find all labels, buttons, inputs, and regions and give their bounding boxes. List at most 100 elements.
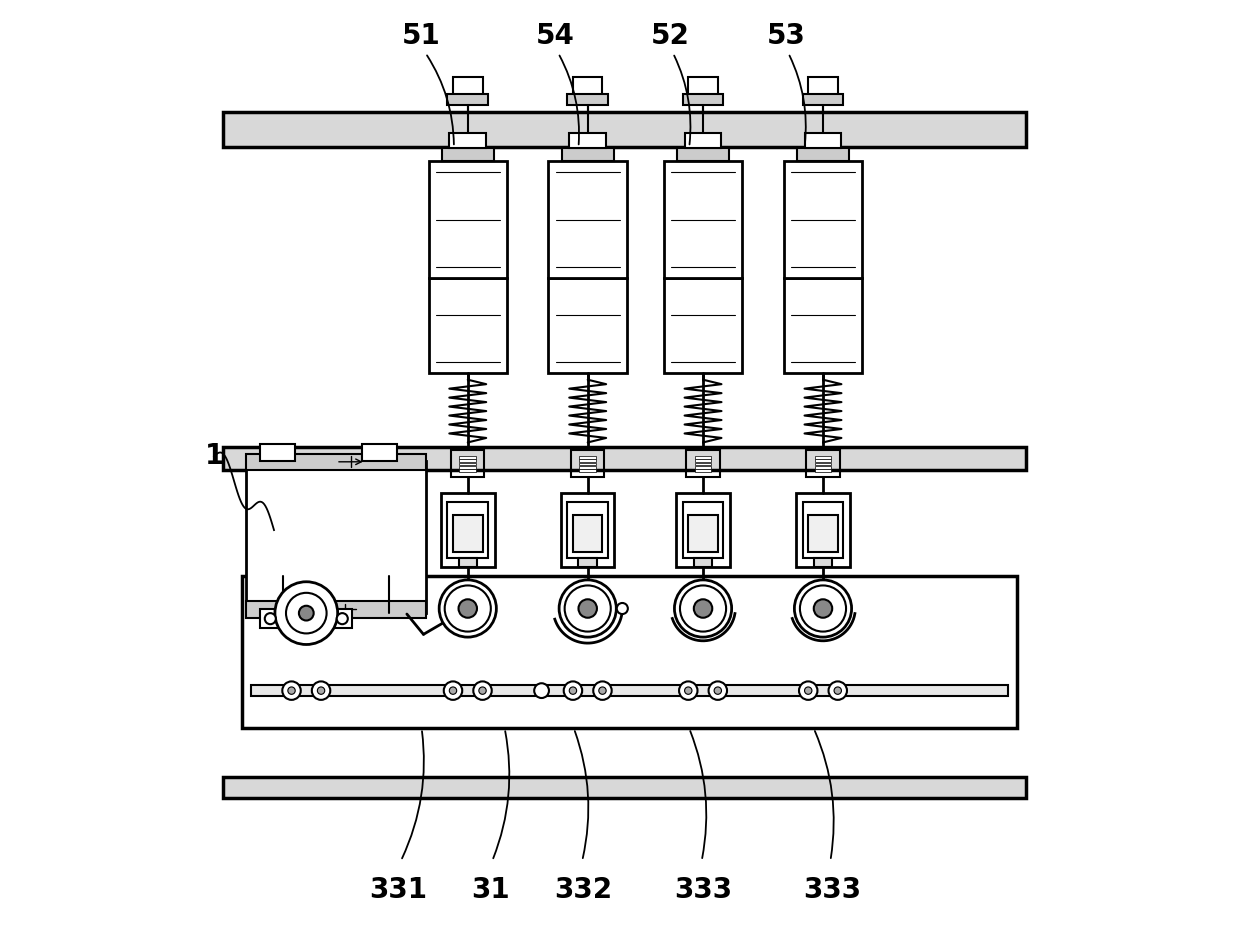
Circle shape bbox=[564, 586, 611, 631]
Bar bbox=[815, 469, 831, 472]
Circle shape bbox=[684, 687, 692, 695]
Bar bbox=[579, 463, 596, 466]
Bar bbox=[694, 456, 712, 459]
Bar bbox=[572, 451, 604, 477]
Text: 53: 53 bbox=[766, 22, 806, 50]
Bar bbox=[562, 148, 614, 161]
Bar bbox=[797, 148, 849, 161]
Circle shape bbox=[680, 586, 727, 631]
Circle shape bbox=[265, 614, 275, 624]
Circle shape bbox=[708, 681, 727, 700]
Bar bbox=[250, 685, 1008, 696]
Circle shape bbox=[311, 681, 330, 700]
Bar bbox=[548, 161, 627, 277]
Bar bbox=[548, 277, 627, 373]
Bar bbox=[684, 133, 722, 148]
Bar bbox=[579, 466, 596, 468]
Bar bbox=[683, 503, 723, 558]
Bar bbox=[815, 459, 831, 462]
Circle shape bbox=[337, 614, 347, 624]
Bar bbox=[332, 610, 352, 627]
Bar bbox=[449, 133, 486, 148]
Circle shape bbox=[474, 681, 492, 700]
Bar bbox=[223, 777, 1025, 798]
Bar bbox=[568, 503, 608, 558]
Circle shape bbox=[444, 681, 463, 700]
Bar bbox=[813, 558, 832, 567]
Bar bbox=[802, 503, 843, 558]
Bar bbox=[247, 601, 427, 618]
Bar bbox=[247, 461, 427, 614]
Bar bbox=[568, 94, 608, 104]
Text: 54: 54 bbox=[536, 22, 575, 50]
Bar bbox=[260, 444, 295, 461]
Circle shape bbox=[795, 580, 852, 637]
Circle shape bbox=[835, 687, 842, 695]
Bar bbox=[362, 444, 397, 461]
Bar bbox=[579, 469, 596, 472]
Bar bbox=[569, 133, 606, 148]
Circle shape bbox=[534, 683, 549, 698]
Circle shape bbox=[275, 582, 337, 644]
Circle shape bbox=[559, 580, 616, 637]
Bar bbox=[784, 161, 862, 277]
Circle shape bbox=[675, 580, 732, 637]
Bar bbox=[579, 558, 596, 567]
Bar bbox=[451, 451, 485, 477]
Bar bbox=[460, 463, 476, 466]
Circle shape bbox=[569, 687, 577, 695]
Circle shape bbox=[799, 681, 817, 700]
Bar bbox=[560, 493, 615, 567]
Text: 332: 332 bbox=[554, 876, 613, 904]
Bar bbox=[223, 447, 1025, 470]
Circle shape bbox=[714, 687, 722, 695]
Circle shape bbox=[564, 681, 582, 700]
Bar bbox=[429, 277, 507, 373]
Circle shape bbox=[317, 687, 325, 695]
Bar bbox=[815, 463, 831, 466]
Bar bbox=[694, 469, 712, 472]
Bar bbox=[579, 459, 596, 462]
Bar bbox=[688, 77, 718, 96]
Circle shape bbox=[283, 681, 301, 700]
Bar bbox=[242, 576, 1017, 728]
Bar bbox=[808, 77, 838, 96]
Bar bbox=[247, 453, 427, 470]
Circle shape bbox=[299, 606, 314, 620]
Bar bbox=[579, 456, 596, 459]
Circle shape bbox=[479, 687, 486, 695]
Text: 333: 333 bbox=[804, 876, 862, 904]
Bar bbox=[694, 459, 712, 462]
Bar bbox=[441, 493, 495, 567]
Text: 52: 52 bbox=[651, 22, 691, 50]
Circle shape bbox=[616, 603, 627, 614]
Circle shape bbox=[593, 681, 611, 700]
Bar bbox=[688, 516, 718, 552]
Circle shape bbox=[828, 681, 847, 700]
Bar bbox=[453, 516, 482, 552]
Bar bbox=[460, 469, 476, 472]
Bar bbox=[223, 112, 1025, 147]
Circle shape bbox=[813, 600, 832, 618]
Bar bbox=[441, 148, 494, 161]
Bar bbox=[802, 94, 843, 104]
Bar bbox=[663, 277, 743, 373]
Bar bbox=[460, 456, 476, 459]
Text: 51: 51 bbox=[402, 22, 441, 50]
Bar bbox=[573, 77, 603, 96]
Bar bbox=[459, 558, 477, 567]
Circle shape bbox=[694, 600, 712, 618]
Circle shape bbox=[449, 687, 456, 695]
Circle shape bbox=[599, 687, 606, 695]
Bar bbox=[683, 94, 723, 104]
Circle shape bbox=[439, 580, 496, 637]
Bar bbox=[815, 466, 831, 468]
Bar bbox=[453, 77, 482, 96]
Circle shape bbox=[286, 593, 326, 633]
Bar bbox=[460, 459, 476, 462]
Circle shape bbox=[805, 687, 812, 695]
Circle shape bbox=[579, 600, 596, 618]
Bar bbox=[805, 133, 842, 148]
Bar bbox=[784, 277, 862, 373]
Circle shape bbox=[445, 586, 491, 631]
